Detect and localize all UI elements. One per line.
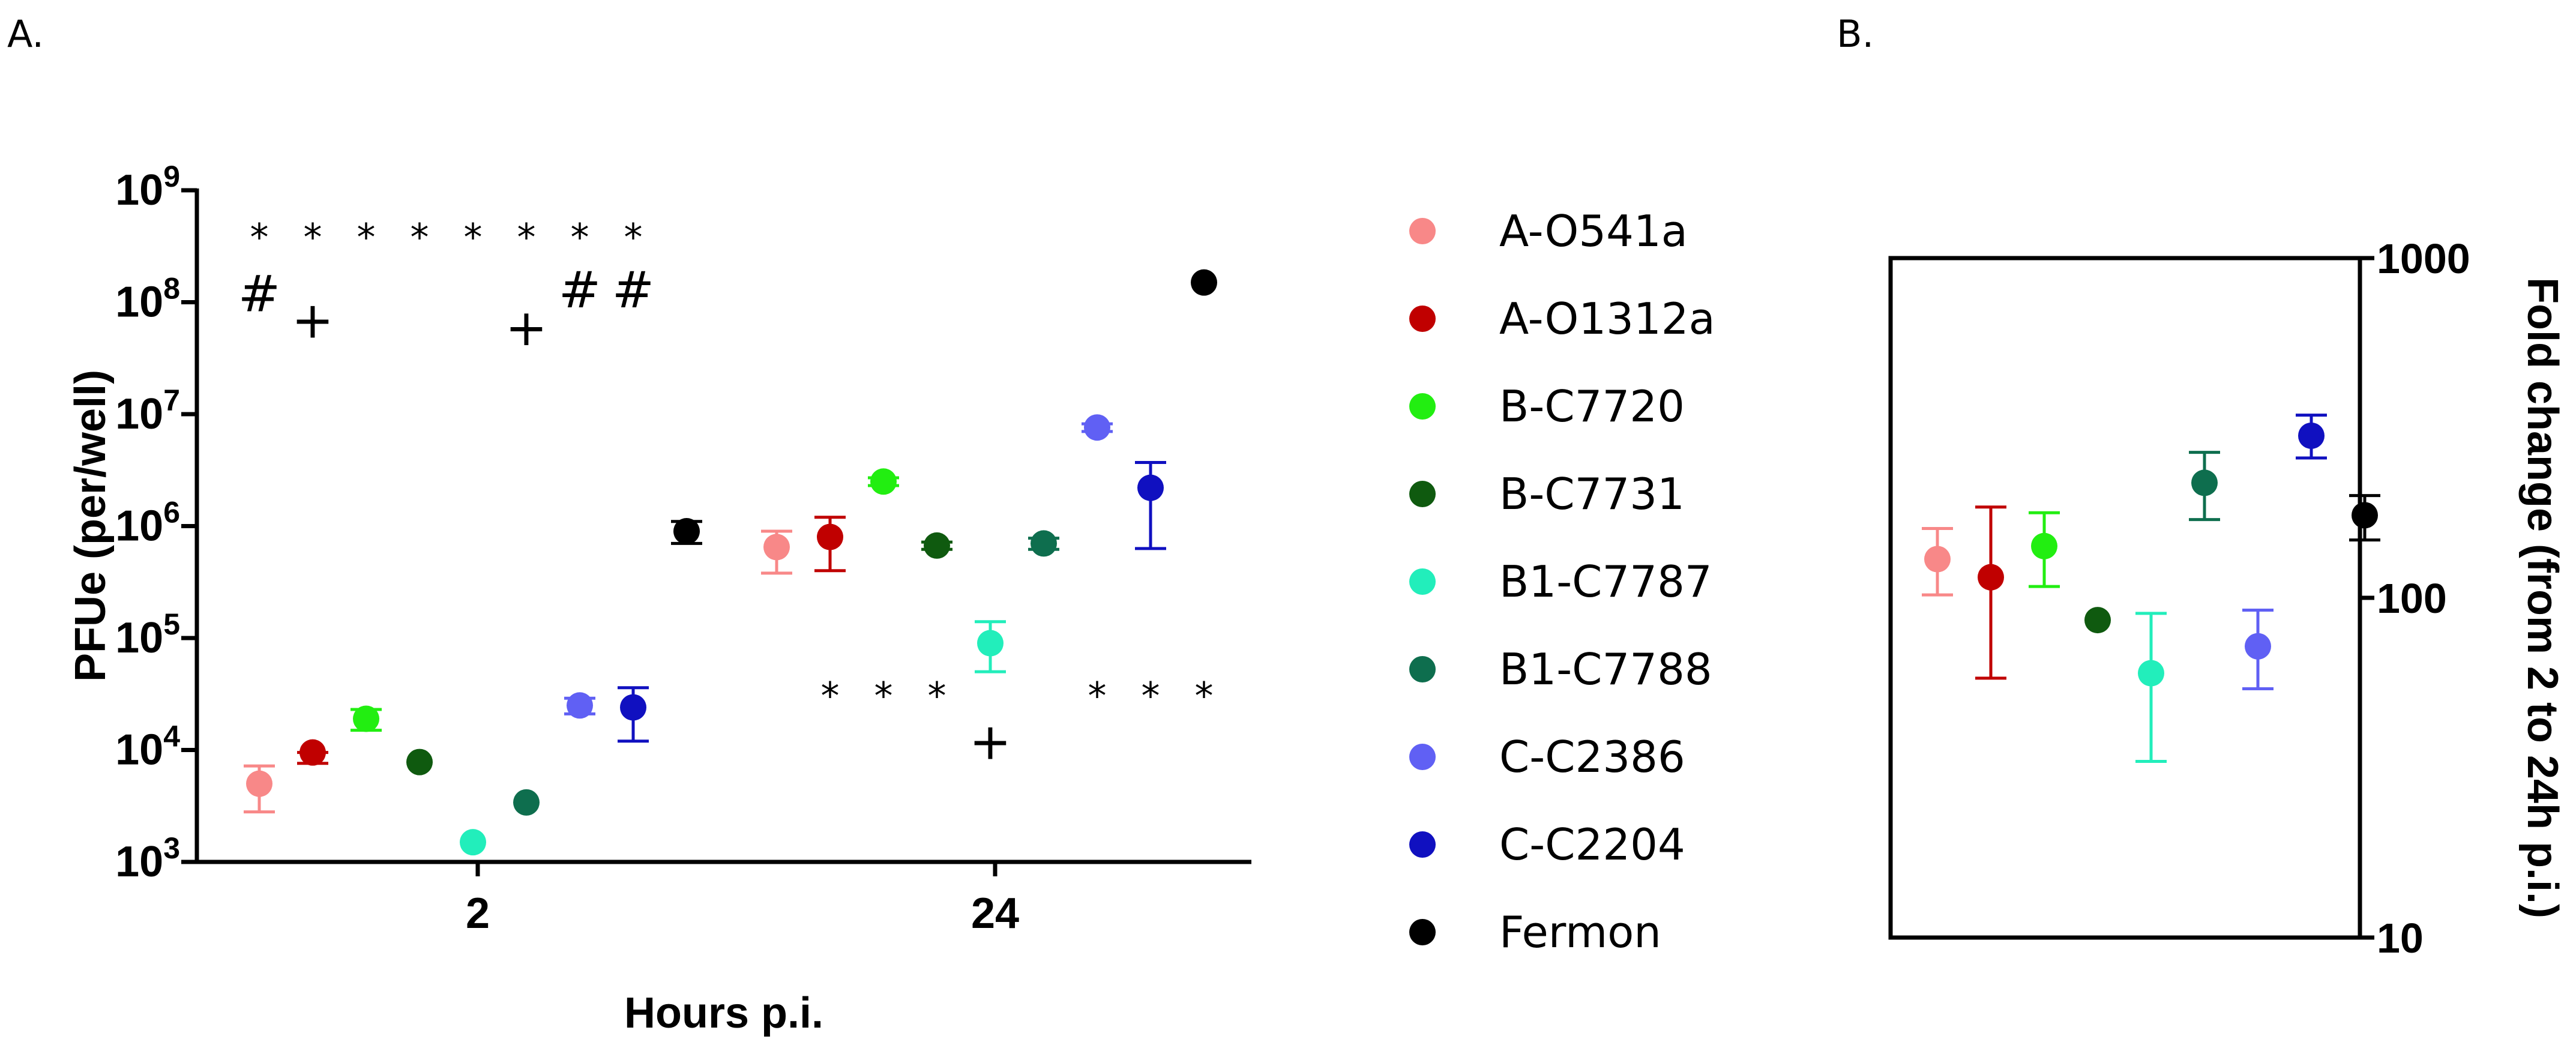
data-point-B1-C7787-24h bbox=[977, 630, 1004, 657]
legend-marker-B-C7720 bbox=[1409, 393, 1436, 420]
data-point-B-C7731-24h bbox=[924, 532, 950, 559]
y-tick-label: 108 bbox=[115, 272, 180, 327]
y-axis-title: PFUe (per/well) bbox=[67, 370, 115, 682]
data-point-C-C2386-2h bbox=[567, 692, 593, 719]
data-point-B1-C7787-2h bbox=[460, 829, 486, 856]
significance-mark: * bbox=[874, 674, 893, 718]
chart-a: 103 104 105 106 107 108 109 2 24 Hours p.i. PFUe (… bbox=[67, 160, 1251, 1037]
data-point-B1-C7788 bbox=[2191, 469, 2218, 496]
x-tick-label: 2 bbox=[466, 890, 490, 938]
significance-mark: * bbox=[928, 674, 946, 718]
data-point-A-O541a-24h bbox=[763, 534, 790, 561]
legend-label-A-O541a: A-O541a bbox=[1499, 206, 1688, 256]
significance-mark: * bbox=[624, 215, 643, 259]
legend-marker-A-O541a bbox=[1409, 218, 1436, 244]
data-point-Fermon-2h bbox=[673, 518, 700, 545]
significance-mark: + bbox=[969, 712, 1011, 771]
legend-marker-B1-C7788 bbox=[1409, 656, 1436, 682]
y-tick-label: 107 bbox=[115, 384, 180, 438]
y-tick-label: 103 bbox=[115, 831, 180, 886]
legend-label-B1-C7787: B1-C7787 bbox=[1499, 556, 1712, 607]
data-point-A-O541a-2h bbox=[246, 770, 272, 797]
significance-mark: * bbox=[304, 215, 322, 259]
legend-label-Fermon: Fermon bbox=[1499, 907, 1661, 957]
significance-mark: * bbox=[357, 215, 376, 259]
data-point-B-C7720 bbox=[2031, 532, 2057, 559]
legend-marker-B1-C7787 bbox=[1409, 568, 1436, 595]
data-point-C-C2204-2h bbox=[620, 694, 646, 721]
plot-frame bbox=[1888, 256, 2362, 940]
y-tick-label: 106 bbox=[115, 496, 180, 550]
data-point-Fermon-24h bbox=[1191, 269, 1217, 296]
y-axis-title: Fold change (from 2 to 24h p.i.) bbox=[2518, 277, 2566, 918]
data-point-C-C2386-24h bbox=[1084, 414, 1110, 441]
significance-mark: * bbox=[250, 215, 269, 259]
legend-label-B-C7731: B-C7731 bbox=[1499, 469, 1685, 519]
significance-mark: # bbox=[238, 265, 280, 324]
significance-mark: * bbox=[464, 215, 483, 259]
panel-b-label: B. bbox=[1837, 12, 1874, 56]
data-point-A-O1312a bbox=[1978, 564, 2004, 591]
legend: A-O541a A-O1312a B-C7720 B-C7731 B1-C7787 B1-… bbox=[1409, 206, 1715, 957]
y-tick-label: 10 bbox=[2377, 915, 2424, 962]
significance-mark: # bbox=[612, 260, 654, 319]
legend-marker-Fermon bbox=[1409, 919, 1436, 945]
data-point-B1-C7787 bbox=[2138, 660, 2164, 687]
chart-b: 10 100 1000 Fold change (from 2 to 24h p.i.… bbox=[1888, 235, 2566, 962]
panel-a-label: A. bbox=[7, 12, 44, 56]
significance-mark: + bbox=[505, 298, 547, 357]
y-tick-label: 104 bbox=[115, 720, 180, 774]
legend-marker-C-C2386 bbox=[1409, 744, 1436, 770]
legend-label-C-C2386: C-C2386 bbox=[1499, 732, 1685, 782]
data-point-B-C7731-2h bbox=[406, 748, 433, 775]
y-tick-label: 105 bbox=[115, 607, 180, 662]
data-point-B-C7720-2h bbox=[353, 705, 379, 732]
significance-mark: + bbox=[292, 291, 334, 349]
data-point-C-C2204 bbox=[2298, 422, 2325, 449]
y-tick-label: 109 bbox=[115, 160, 180, 214]
significance-mark: * bbox=[571, 215, 589, 259]
legend-label-B-C7720: B-C7720 bbox=[1499, 381, 1685, 432]
data-point-C-C2204-24h bbox=[1137, 474, 1164, 501]
data-point-Fermon bbox=[2352, 502, 2378, 529]
legend-label-B1-C7788: B1-C7788 bbox=[1499, 644, 1712, 694]
significance-mark: * bbox=[1195, 674, 1214, 718]
x-tick-label: 24 bbox=[971, 890, 1019, 938]
significance-mark: # bbox=[559, 260, 601, 319]
data-point-A-O1312a-24h bbox=[817, 523, 843, 550]
data-point-A-O1312a-2h bbox=[299, 739, 326, 766]
legend-marker-B-C7731 bbox=[1409, 481, 1436, 507]
legend-marker-C-C2204 bbox=[1409, 831, 1436, 858]
legend-label-A-O1312a: A-O1312a bbox=[1499, 294, 1715, 344]
data-point-A-O541a bbox=[1924, 546, 1951, 573]
x-axis-title: Hours p.i. bbox=[624, 989, 823, 1037]
significance-mark: * bbox=[517, 215, 536, 259]
significance-mark: * bbox=[1088, 674, 1107, 718]
data-point-B-C7720-24h bbox=[870, 468, 897, 495]
y-tick-label: 100 bbox=[2377, 575, 2447, 622]
data-point-B-C7731 bbox=[2084, 607, 2111, 634]
y-tick-label: 1000 bbox=[2377, 235, 2470, 282]
significance-mark: * bbox=[411, 215, 429, 259]
significance-mark: * bbox=[1142, 674, 1160, 718]
legend-label-C-C2204: C-C2204 bbox=[1499, 819, 1685, 870]
data-point-B1-C7788-24h bbox=[1031, 530, 1057, 557]
significance-mark: * bbox=[821, 674, 840, 718]
data-point-C-C2386 bbox=[2245, 633, 2271, 660]
data-point-B1-C7788-2h bbox=[513, 789, 540, 816]
legend-marker-A-O1312a bbox=[1409, 306, 1436, 332]
